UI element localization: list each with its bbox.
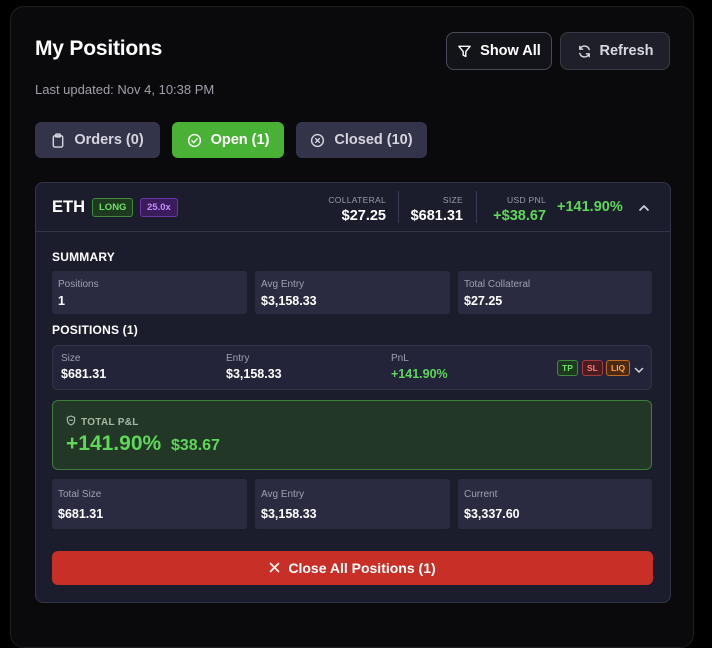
pnl-percent: +141.90% xyxy=(557,199,623,215)
total-size-value: $681.31 xyxy=(58,507,104,521)
clipboard-icon xyxy=(51,132,65,148)
position-pnl-label: PnL xyxy=(391,353,409,364)
divider xyxy=(476,191,477,223)
page-title: My Positions xyxy=(35,37,163,60)
summary-total-collateral: Total Collateral $27.25 xyxy=(458,271,652,314)
total-pnl-label: TOTAL P&L xyxy=(81,416,139,428)
leverage-badge: 25.0x xyxy=(140,198,178,217)
tab-open-label: Open (1) xyxy=(210,132,270,148)
position-card-header[interactable]: ETH LONG 25.0x COLLATERAL $27.25 SIZE $6… xyxy=(36,183,670,232)
usd-pnl-label: USD PNL xyxy=(507,195,546,205)
size-stat: SIZE $681.31 xyxy=(411,195,463,224)
close-all-button[interactable]: Close All Positions (1) xyxy=(52,551,653,585)
position-size: Size $681.31 xyxy=(61,353,106,381)
divider xyxy=(398,191,399,223)
positions-panel: My Positions Last updated: Nov 4, 10:38 … xyxy=(10,6,694,648)
position-symbol: ETH xyxy=(52,198,85,216)
summary-avg-entry-value: $3,158.33 xyxy=(261,294,317,308)
usd-pnl-stat: USD PNL +$38.67 xyxy=(493,195,546,224)
refresh-label: Refresh xyxy=(599,43,654,59)
position-entry: Entry $3,158.33 xyxy=(226,353,282,381)
tab-closed[interactable]: Closed (10) xyxy=(296,122,427,158)
show-all-button[interactable]: Show All xyxy=(446,32,552,70)
refresh-button[interactable]: Refresh xyxy=(560,32,670,70)
summary-total-collateral-label: Total Collateral xyxy=(464,279,531,290)
chevron-down-icon[interactable] xyxy=(633,362,645,380)
last-updated: Last updated: Nov 4, 10:38 PM xyxy=(35,82,215,97)
shield-icon xyxy=(66,415,76,429)
positions-heading: POSITIONS (1) xyxy=(52,323,138,337)
collateral-label: COLLATERAL xyxy=(328,195,386,205)
position-size-label: Size xyxy=(61,353,81,364)
position-entry-label: Entry xyxy=(226,353,250,364)
refresh-icon xyxy=(577,44,592,59)
position-card: ETH LONG 25.0x COLLATERAL $27.25 SIZE $6… xyxy=(35,182,671,603)
summary-positions-value: 1 xyxy=(58,294,65,308)
total-pnl-box: TOTAL P&L +141.90% $38.67 xyxy=(52,400,652,470)
side-badge: LONG xyxy=(92,198,134,217)
current-price-label: Current xyxy=(464,489,498,500)
current-price-value: $3,337.60 xyxy=(464,507,520,521)
check-circle-icon xyxy=(187,133,202,148)
x-circle-icon xyxy=(310,133,325,148)
tab-orders-label: Orders (0) xyxy=(74,132,144,148)
sl-badge[interactable]: SL xyxy=(582,360,603,376)
collateral-stat: COLLATERAL $27.25 xyxy=(328,195,386,224)
total-pnl-percent: +141.90% xyxy=(66,432,162,455)
summary-heading: SUMMARY xyxy=(52,250,115,264)
summary-positions-label: Positions xyxy=(58,279,99,290)
footer-avg-entry: Avg Entry $3,158.33 xyxy=(255,479,450,529)
show-all-label: Show All xyxy=(480,43,541,59)
total-pnl-heading: TOTAL P&L xyxy=(66,415,139,429)
total-size-label: Total Size xyxy=(58,489,102,500)
position-entry-value: $3,158.33 xyxy=(226,367,282,381)
footer-avg-entry-value: $3,158.33 xyxy=(261,507,317,521)
current-price: Current $3,337.60 xyxy=(458,479,652,529)
position-size-value: $681.31 xyxy=(61,367,107,381)
size-label: SIZE xyxy=(442,195,463,205)
position-row[interactable]: Size $681.31 Entry $3,158.33 PnL +141.90… xyxy=(52,345,652,390)
tab-orders[interactable]: Orders (0) xyxy=(35,122,160,158)
filter-icon xyxy=(457,44,472,59)
summary-avg-entry-label: Avg Entry xyxy=(261,279,305,290)
summary-avg-entry: Avg Entry $3,158.33 xyxy=(255,271,450,314)
total-size: Total Size $681.31 xyxy=(52,479,247,529)
chevron-up-icon[interactable] xyxy=(637,201,651,219)
tab-closed-label: Closed (10) xyxy=(334,132,413,148)
summary-total-collateral-value: $27.25 xyxy=(464,294,503,308)
total-pnl-usd: $38.67 xyxy=(171,437,220,454)
position-pnl: PnL +141.90% xyxy=(391,353,448,381)
size-value: $681.31 xyxy=(410,208,463,224)
footer-avg-entry-label: Avg Entry xyxy=(261,489,305,500)
position-pnl-value: +141.90% xyxy=(391,367,448,381)
summary-positions: Positions 1 xyxy=(52,271,247,314)
liq-badge[interactable]: LIQ xyxy=(606,360,631,376)
usd-pnl-value: +$38.67 xyxy=(493,208,546,224)
collateral-value: $27.25 xyxy=(341,208,386,224)
tp-badge[interactable]: TP xyxy=(557,360,578,376)
close-icon xyxy=(269,560,280,576)
close-all-label: Close All Positions (1) xyxy=(288,560,436,576)
tab-open[interactable]: Open (1) xyxy=(172,122,284,158)
